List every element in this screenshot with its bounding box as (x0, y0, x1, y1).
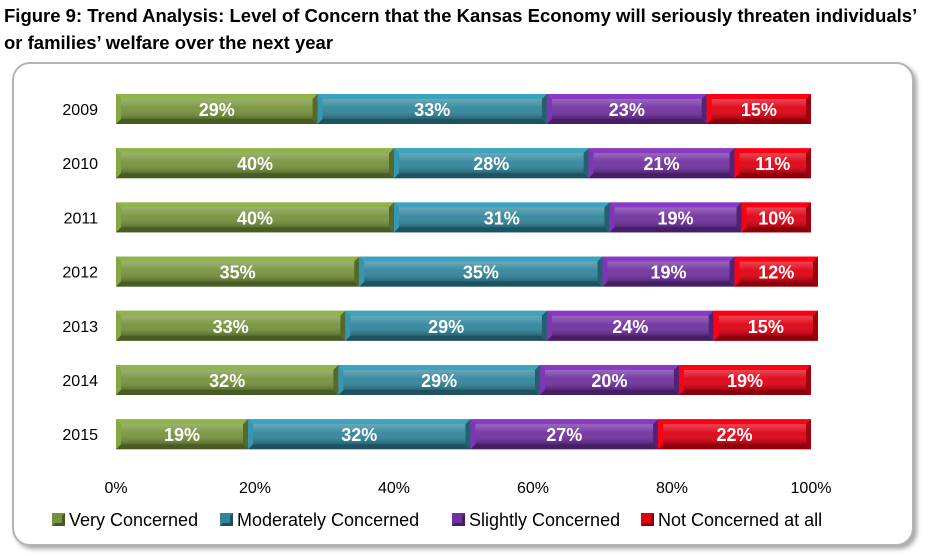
bar-segment-2009-very-concerned: 29% (116, 94, 318, 124)
bar-segment-2015-moderately-concerned: 32% (248, 419, 471, 450)
legend-label: Not Concerned at all (658, 510, 822, 530)
data-label: 24% (612, 317, 648, 337)
bar-segment-2010-slightly-concerned: 21% (588, 148, 735, 179)
data-label: 19% (727, 371, 763, 391)
data-label: 32% (341, 425, 377, 445)
plot-area: 2009 29% 33% 23% 15% 2010 40% 28% 21% 11% 2011 40% 3… (62, 94, 818, 450)
figure-title-line-2: or families’ welfare over the next year (4, 32, 334, 53)
bar-segment-2010-not-concerned-at-all: 11% (734, 148, 811, 179)
category-label-2014: 2014 (62, 373, 98, 390)
data-label: 35% (463, 263, 499, 283)
bar-segment-2013-moderately-concerned: 29% (345, 310, 547, 341)
chart-frame (12, 62, 914, 546)
bar-segment-2014-moderately-concerned: 29% (338, 365, 540, 395)
data-label: 19% (164, 425, 200, 445)
bar-segment-2009-not-concerned-at-all: 15% (706, 94, 811, 124)
legend-swatch (641, 513, 654, 526)
category-label-2011: 2011 (64, 210, 99, 227)
bar-segment-2015-not-concerned-at-all: 22% (658, 419, 811, 450)
bar-segment-2009-moderately-concerned: 33% (317, 94, 547, 124)
bar-segment-2011-very-concerned: 40% (116, 202, 394, 233)
x-tick-label: 40% (378, 480, 410, 497)
bar-segment-2012-slightly-concerned: 19% (602, 256, 735, 287)
data-label: 35% (220, 263, 256, 283)
data-label: 28% (473, 154, 509, 174)
legend-swatch (52, 513, 65, 526)
category-label-2009: 2009 (62, 102, 98, 119)
legend: Very Concerned Moderately Concerned Slight… (52, 510, 822, 530)
bar-segment-2013-very-concerned: 33% (116, 310, 346, 341)
data-label: 29% (428, 317, 464, 337)
data-label: 10% (758, 208, 794, 228)
bar-segment-2015-slightly-concerned: 27% (470, 419, 659, 450)
data-label: 21% (644, 154, 680, 174)
data-label: 40% (237, 154, 273, 174)
bar-segment-2011-slightly-concerned: 19% (609, 202, 742, 233)
data-label: 33% (213, 317, 249, 337)
data-label: 27% (546, 425, 582, 445)
legend-item-slightly-concerned: Slightly Concerned (452, 510, 620, 530)
bar-segment-2013-slightly-concerned: 24% (546, 310, 714, 341)
data-label: 29% (199, 100, 235, 120)
data-label: 12% (758, 263, 794, 283)
bar-segment-2014-not-concerned-at-all: 19% (678, 365, 811, 395)
bar-segment-2009-slightly-concerned: 23% (546, 94, 707, 124)
legend-label: Moderately Concerned (237, 510, 419, 530)
bar-segment-2012-moderately-concerned: 35% (359, 256, 603, 287)
legend-label: Slightly Concerned (469, 510, 620, 530)
data-label: 11% (755, 154, 790, 174)
category-label-2015: 2015 (62, 427, 98, 444)
legend-swatch (220, 513, 233, 526)
data-label: 31% (484, 208, 520, 228)
data-label: 19% (651, 263, 687, 283)
x-tick-label: 0% (104, 480, 127, 497)
category-label-2012: 2012 (62, 265, 98, 282)
category-label-2010: 2010 (62, 156, 98, 173)
data-label: 20% (591, 371, 627, 391)
figure-title-line-1: Figure 9: Trend Analysis: Level of Conce… (4, 5, 918, 26)
data-label: 15% (748, 317, 784, 337)
bar-segment-2012-very-concerned: 35% (116, 256, 360, 287)
data-label: 19% (657, 208, 693, 228)
bar-segment-2010-moderately-concerned: 28% (394, 148, 589, 179)
x-tick-label: 80% (656, 480, 688, 497)
data-label: 23% (609, 100, 645, 120)
data-label: 40% (237, 208, 273, 228)
x-tick-label: 60% (517, 480, 549, 497)
x-tick-label: 100% (791, 480, 832, 497)
data-label: 29% (421, 371, 457, 391)
x-tick-label: 20% (239, 480, 271, 497)
bar-segment-2015-very-concerned: 19% (116, 419, 249, 450)
bar-segment-2014-slightly-concerned: 20% (539, 365, 679, 395)
legend-swatch (452, 513, 465, 526)
legend-item-very-concerned: Very Concerned (52, 510, 198, 530)
legend-item-moderately-concerned: Moderately Concerned (220, 510, 419, 530)
category-label-2013: 2013 (62, 319, 98, 336)
bar-segment-2010-very-concerned: 40% (116, 148, 394, 179)
bar-segment-2012-not-concerned-at-all: 12% (734, 256, 818, 287)
bar-segment-2014-very-concerned: 32% (116, 365, 339, 395)
data-label: 33% (414, 100, 450, 120)
x-axis: 0% 20% 40% 60% 80% 100% (104, 480, 831, 497)
bar-segment-2011-moderately-concerned: 31% (394, 202, 610, 233)
legend-item-not-concerned-at-all: Not Concerned at all (641, 510, 822, 530)
figure-title: Figure 9: Trend Analysis: Level of Conce… (4, 2, 924, 56)
data-label: 15% (741, 100, 777, 120)
data-label: 32% (209, 371, 245, 391)
bar-segment-2013-not-concerned-at-all: 15% (713, 310, 818, 341)
data-label: 22% (717, 425, 753, 445)
bar-segment-2011-not-concerned-at-all: 10% (741, 202, 811, 233)
legend-label: Very Concerned (69, 510, 198, 530)
